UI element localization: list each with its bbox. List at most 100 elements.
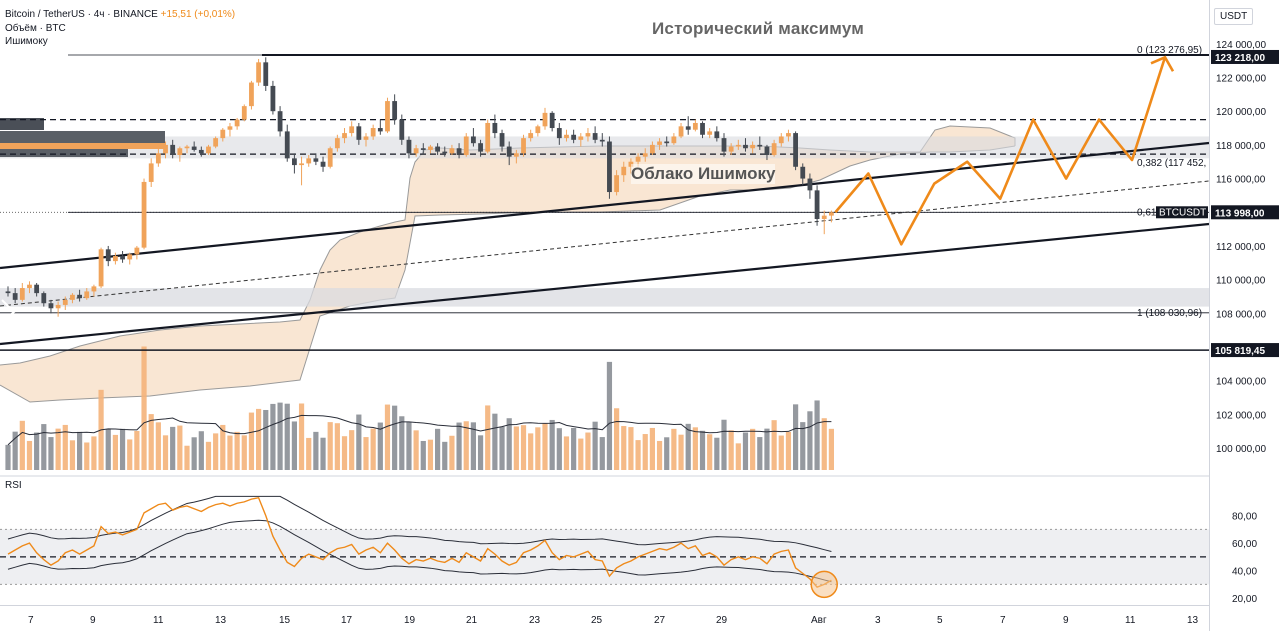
volume-bar [435,428,441,470]
volume-bar [413,430,419,470]
rsi-legend[interactable]: RSI [5,480,22,491]
candle-body [621,166,627,176]
volume-bar [728,430,734,470]
candle-body [155,153,161,164]
volume-bar [41,424,47,470]
candle-body [614,175,619,193]
candle-body [671,136,677,144]
volume-bar [656,440,663,470]
time-tick-label: 25 [591,615,603,626]
edge-marker [1,299,16,323]
volume-bar [341,436,348,470]
candle-body [177,148,183,155]
volume-bar [456,422,462,470]
volume-bar [69,440,76,470]
candle-body [814,190,820,219]
candle-body [786,133,791,137]
candle-body [127,254,133,260]
candle-body [256,62,261,83]
cloud-span-b [0,145,1016,403]
volume-ma-line [7,414,832,446]
candle-body [521,138,526,154]
price-tick-label: 108 000,00 [1216,309,1266,320]
currency-button[interactable]: USDT [1214,8,1254,25]
candle-body [19,288,25,300]
candle-body [349,126,355,134]
candle-body [743,144,748,149]
ichimoku-legend[interactable]: Ишимоку [5,36,48,47]
candle-body [306,158,312,164]
volume-bar [220,424,226,470]
candle-body [800,166,806,179]
volume-bar [277,402,283,470]
candle-body [277,111,283,132]
volume-bar [571,427,577,470]
rsi-tick-label: 40,00 [1232,567,1257,578]
candle-body [327,148,333,167]
candle-body [120,256,125,260]
candle-body [227,126,233,130]
projection-path [834,55,1175,246]
volume-bar [392,405,398,470]
time-tick-label: 29 [716,615,728,626]
candle-body [334,138,340,149]
time-tick-label: 9 [90,615,96,626]
volume-bar [492,413,498,470]
candle-body [829,212,834,216]
time-tick-label: 21 [466,615,478,626]
volume-bar [162,435,169,470]
candle-body [428,146,433,150]
candle-body [778,136,784,144]
candle-body [41,293,47,304]
symbol-tag-text: BTCUSDT [1159,207,1206,218]
candle-body [377,128,383,132]
candle-body [12,293,18,300]
volume-bar [256,408,262,470]
candle-body [134,247,140,255]
candle-body [564,134,569,139]
candle-body [363,136,369,140]
time-tick-label: 19 [404,615,416,626]
volume-bar [91,436,97,470]
candle-body [270,85,276,112]
volume-bar [205,441,212,470]
price-change: +15,51 (+0,01%) [160,9,236,20]
candle-body [399,119,405,140]
historical-high-note: Исторический максимум [652,19,865,38]
channel-lower-line [0,222,1210,346]
candle-body [585,133,591,137]
candle-body [234,119,240,127]
volume-bar [406,422,412,470]
candle-body [27,284,32,289]
volume-bar [384,404,391,470]
projection-arrowhead [1150,55,1175,72]
fib-618-label: 0,61 [1137,207,1157,218]
candle-body [542,112,548,127]
volume-bar [298,403,305,470]
candle-body [535,126,541,134]
candle-body [406,139,412,154]
volume-legend[interactable]: Объём · BTC [5,22,66,34]
time-tick-label: 13 [1187,615,1199,626]
price-tick-label: 110 000,00 [1216,276,1266,287]
volume-bar [513,426,519,470]
price-tick-label: 102 000,00 [1216,410,1266,421]
candle-body [735,144,741,147]
volume-bar [463,421,469,470]
candle-body [91,286,97,292]
time-axis[interactable]: 7 9 11 13 15 17 19 21 23 25 27 29 Авг 3 5 7 9 11 13 [0,605,1209,632]
volume-bar [635,440,641,470]
candle-body [556,128,562,139]
symbol-line[interactable]: Bitcoin / TetherUS · 4ч · BINANCE +15,51… [5,8,235,22]
volume-bar [470,422,476,470]
time-tick-label: 9 [1063,615,1069,626]
candle-body [141,181,147,248]
rsi-upper-band [7,495,832,552]
candle-body [821,215,827,219]
volume-bar [141,346,147,470]
volume-bar [828,428,834,470]
volume-bar [19,420,25,470]
support-price-label: 105 819,45 [1215,346,1265,357]
